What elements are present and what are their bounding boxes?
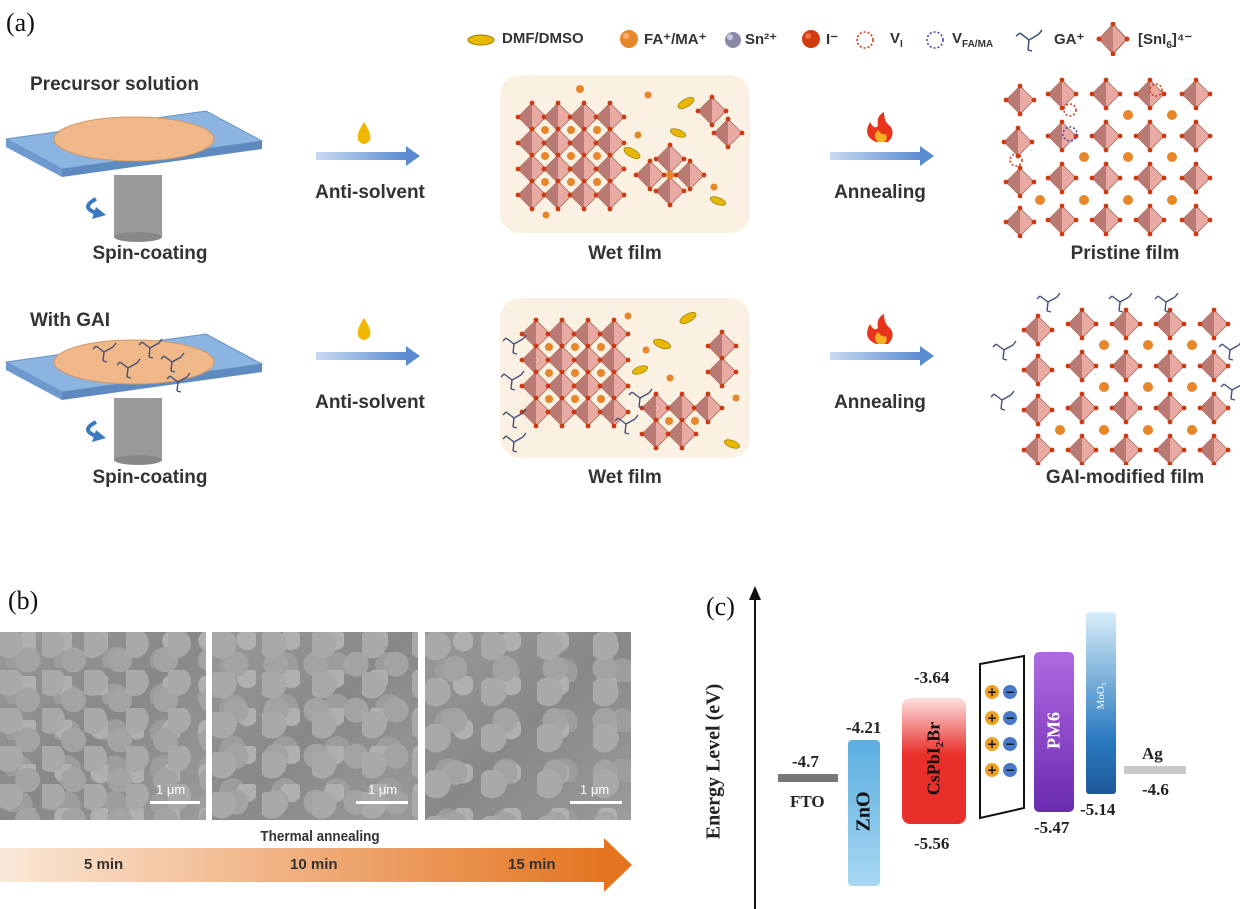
pm6-bottom-value: -5.47 <box>1034 818 1070 837</box>
scale-bar-1 <box>150 801 200 804</box>
legend-vi: VI <box>890 30 903 50</box>
svg-text:+: + <box>987 685 997 699</box>
thermal-annealing-title: Thermal annealing <box>260 828 380 845</box>
time-label-15: 15 min <box>508 856 556 873</box>
svg-text:+: + <box>987 763 997 777</box>
legend-dmf: DMF/DMSO <box>502 30 584 47</box>
energy-axis <box>749 586 761 909</box>
energy-axis-label: Energy Level (eV) <box>702 683 725 840</box>
legend-i: I⁻ <box>826 31 839 48</box>
gai-modified-film-lattice <box>990 292 1240 465</box>
legend-sni6: [SnI6]⁴⁻ <box>1138 31 1193 51</box>
cs-bottom-value: -5.56 <box>914 834 950 853</box>
spin-coater-gai-illustration <box>4 333 264 465</box>
zno-top-value: -4.21 <box>846 718 882 737</box>
svg-text:+: + <box>987 711 997 725</box>
row1-antisolvent-label: Anti-solvent <box>315 182 425 203</box>
fto-value: -4.7 <box>792 752 819 771</box>
pm6-band <box>1034 652 1074 812</box>
row1-annealing-arrow <box>830 112 934 166</box>
pm6-label: PM6 <box>1043 712 1064 749</box>
rotation-arrow-icon <box>86 420 97 438</box>
moo3-label: MoO₃ <box>1095 682 1107 710</box>
dmf-icon <box>467 34 495 46</box>
sem-image-10min <box>212 632 418 820</box>
row2-antisolvent-label: Anti-solvent <box>315 392 425 413</box>
octahedron-icon <box>1096 22 1130 56</box>
scale-bar-2 <box>356 801 408 804</box>
sn-icon <box>725 32 741 48</box>
with-gai-title: With GAI <box>30 310 111 331</box>
interface-dipole: + − + − + − + − <box>979 654 1025 820</box>
droplet-icon <box>357 122 371 144</box>
flame-icon <box>867 112 893 142</box>
sem-image-5min <box>0 632 206 820</box>
cspbi2br-band <box>902 698 966 824</box>
fto-label: FTO <box>790 792 825 811</box>
row2-wet-film <box>500 298 750 458</box>
row2-wet-film-label: Wet film <box>588 467 662 488</box>
panel-a-label: (a) <box>6 8 35 37</box>
cspbi2br-label: CsPbI₂Br <box>923 721 944 796</box>
svg-text:−: − <box>1005 711 1015 725</box>
row1-annealing-label: Annealing <box>834 182 926 203</box>
moo3-bottom-value: -5.14 <box>1080 800 1116 819</box>
scale-label-1: 1 μm <box>156 782 186 797</box>
iodide-icon <box>802 30 820 48</box>
row2-annealing-arrow <box>830 314 934 366</box>
row1-wet-film <box>500 75 750 233</box>
cs-top-value: -3.64 <box>914 668 950 687</box>
legend-ga: GA⁺ <box>1054 31 1085 48</box>
row1-wet-film-label: Wet film <box>588 243 662 264</box>
zno-band <box>848 740 880 886</box>
flame-icon <box>867 314 893 344</box>
time-label-5: 5 min <box>84 856 124 873</box>
ag-label: Ag <box>1142 744 1163 763</box>
row2-annealing-label: Annealing <box>834 392 926 413</box>
zno-label: ZnO <box>852 791 875 832</box>
panel-b-label: (b) <box>8 586 39 615</box>
legend-sn: Sn²⁺ <box>745 31 778 48</box>
sem-image-15min <box>425 632 631 820</box>
legend-fa: FA⁺/MA⁺ <box>644 31 707 48</box>
ag-level <box>1124 766 1186 774</box>
fa-ma-icon <box>620 30 638 48</box>
row1-spin-coating-label: Spin-coating <box>92 243 208 264</box>
scale-bar-3 <box>570 801 622 804</box>
vi-icon <box>856 31 874 49</box>
moo3-band <box>1086 612 1116 794</box>
svg-text:+: + <box>987 737 997 751</box>
scale-label-3: 1 μm <box>580 782 610 797</box>
pristine-film-lattice <box>1001 77 1213 239</box>
row2-spin-coating-label: Spin-coating <box>92 467 208 488</box>
spin-coater-illustration <box>4 110 264 242</box>
precursor-title: Precursor solution <box>30 74 199 95</box>
fto-level <box>778 774 838 782</box>
ga-molecule-icon <box>1015 29 1043 52</box>
vfa-icon <box>926 31 944 49</box>
rotation-arrow-icon <box>86 197 97 215</box>
time-label-10: 10 min <box>290 856 338 873</box>
svg-text:−: − <box>1005 763 1015 777</box>
legend: DMF/DMSO FA⁺/MA⁺ Sn²⁺ I⁻ VI VFA/MA GA⁺ [… <box>466 22 1236 56</box>
annealing-time-arrow <box>0 838 632 892</box>
panel-c-label: (c) <box>706 592 735 621</box>
scale-label-2: 1 μm <box>368 782 398 797</box>
svg-text:−: − <box>1005 737 1015 751</box>
ag-value: -4.6 <box>1142 780 1169 799</box>
svg-text:−: − <box>1005 685 1015 699</box>
legend-vfa: VFA/MA <box>952 30 994 50</box>
row2-antisolvent-arrow <box>316 318 420 366</box>
droplet-icon <box>357 318 371 340</box>
gai-modified-film-label: GAI-modified film <box>1045 467 1205 488</box>
row1-antisolvent-arrow <box>316 122 420 166</box>
pristine-film-label: Pristine film <box>1070 243 1180 264</box>
